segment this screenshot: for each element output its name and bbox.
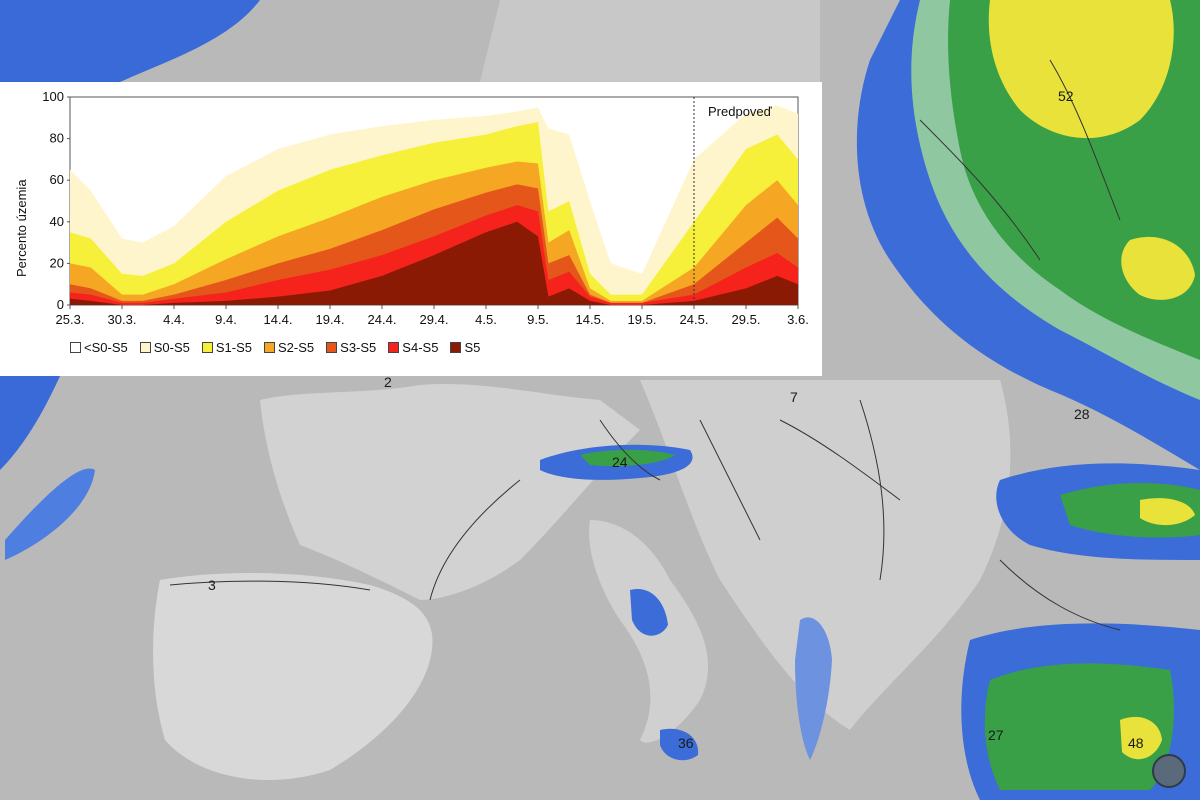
map-value-label: 2 bbox=[384, 374, 392, 390]
map-value-label: 28 bbox=[1074, 406, 1090, 422]
atlantic-precip-west bbox=[0, 376, 60, 470]
x-tick-label: 9.4. bbox=[215, 312, 237, 327]
legend-label: S0-S5 bbox=[153, 340, 190, 355]
alps-precip-green bbox=[580, 449, 675, 467]
legend-item: S5 bbox=[450, 340, 480, 355]
map-value-label: 27 bbox=[988, 727, 1004, 743]
legend-swatch bbox=[139, 342, 151, 353]
legend-label: <S0-S5 bbox=[84, 340, 128, 355]
east-precip-yellow-2 bbox=[1121, 236, 1195, 300]
y-tick-label: 0 bbox=[57, 297, 64, 312]
legend-swatch bbox=[70, 342, 81, 353]
country-borders bbox=[169, 59, 1121, 631]
y-tick-label: 60 bbox=[50, 172, 64, 187]
x-tick-label: 4.5. bbox=[475, 312, 497, 327]
map-value-label: 48 bbox=[1128, 735, 1144, 751]
x-tick-label: 30.3. bbox=[108, 312, 137, 327]
land-france bbox=[260, 383, 640, 600]
drought-chart-panel: 0 20 40 60 80 100 25.3. 30.3. 4.4. 9.4. 14.4. 19.4… bbox=[0, 82, 822, 376]
y-axis-title: Percento územia bbox=[14, 179, 29, 277]
map-value-label: 7 bbox=[790, 389, 798, 405]
legend-swatch bbox=[326, 342, 338, 353]
east-precip-yellow bbox=[988, 0, 1174, 139]
map-value-label: 3 bbox=[208, 577, 216, 593]
forecast-label: Predpoveď bbox=[708, 104, 773, 119]
legend-swatch bbox=[201, 342, 213, 353]
y-tick-label: 20 bbox=[50, 255, 64, 270]
area-series-s5 bbox=[70, 221, 798, 305]
turkey-precip-yellow bbox=[1120, 716, 1162, 760]
blacksea-precip-yellow bbox=[1140, 498, 1195, 526]
legend-item: S0-S5 bbox=[139, 340, 190, 355]
x-tick-label: 29.4. bbox=[420, 312, 449, 327]
x-tick-label: 19.5. bbox=[628, 312, 657, 327]
turkey-precip-green bbox=[984, 663, 1174, 790]
legend-item: S2-S5 bbox=[264, 340, 314, 355]
x-tick-label: 14.5. bbox=[576, 312, 605, 327]
land-iberia bbox=[153, 573, 433, 780]
legend-label: S5 bbox=[464, 340, 481, 355]
x-tick-label: 29.5. bbox=[732, 312, 761, 327]
drought-area-chart: 0 20 40 60 80 100 25.3. 30.3. 4.4. 9.4. 14.4. 19.4… bbox=[14, 89, 809, 327]
land-scandinavia bbox=[480, 0, 820, 82]
atlantic-precip-band bbox=[5, 468, 95, 560]
legend-label: S3-S5 bbox=[340, 340, 377, 355]
legend-item: <S0-S5 bbox=[70, 340, 128, 355]
x-tick-label: 4.4. bbox=[163, 312, 185, 327]
x-tick-label: 19.4. bbox=[316, 312, 345, 327]
atlantic-precip-top bbox=[0, 0, 260, 82]
legend-item: S3-S5 bbox=[326, 340, 376, 355]
legend-label: S2-S5 bbox=[278, 340, 315, 355]
legend-item: S1-S5 bbox=[201, 340, 253, 355]
x-tick-label: 9.5. bbox=[527, 312, 549, 327]
legend-swatch bbox=[388, 342, 400, 353]
map-value-label: 24 bbox=[612, 454, 628, 470]
y-tick-label: 100 bbox=[42, 89, 64, 104]
legend-swatch bbox=[450, 342, 462, 353]
balkan-precip-blue bbox=[795, 617, 832, 760]
legend-label: S1-S5 bbox=[215, 340, 253, 355]
x-tick-label: 25.3. bbox=[56, 312, 85, 327]
x-tick-label: 14.4. bbox=[264, 312, 293, 327]
map-control-button[interactable] bbox=[1152, 754, 1186, 788]
y-tick-label: 40 bbox=[50, 214, 64, 229]
legend-item: S4-S5 bbox=[388, 340, 438, 355]
x-tick-label: 24.5. bbox=[680, 312, 709, 327]
land-central-europe bbox=[640, 380, 1011, 730]
legend-swatch bbox=[264, 342, 276, 353]
chart-legend: <S0-S5 S0-S5 S1-S5 S2-S5 S3-S5 S4-S5 S5 bbox=[70, 340, 480, 355]
y-tick-label: 80 bbox=[50, 131, 64, 146]
sicily-precip-blue bbox=[660, 728, 699, 761]
map-value-label: 36 bbox=[678, 735, 694, 751]
legend-label: S4-S5 bbox=[402, 340, 439, 355]
map-value-label: 52 bbox=[1058, 88, 1074, 104]
x-tick-label: 3.6. bbox=[787, 312, 809, 327]
x-tick-label: 24.4. bbox=[368, 312, 397, 327]
italy-precip-blue bbox=[630, 589, 668, 636]
